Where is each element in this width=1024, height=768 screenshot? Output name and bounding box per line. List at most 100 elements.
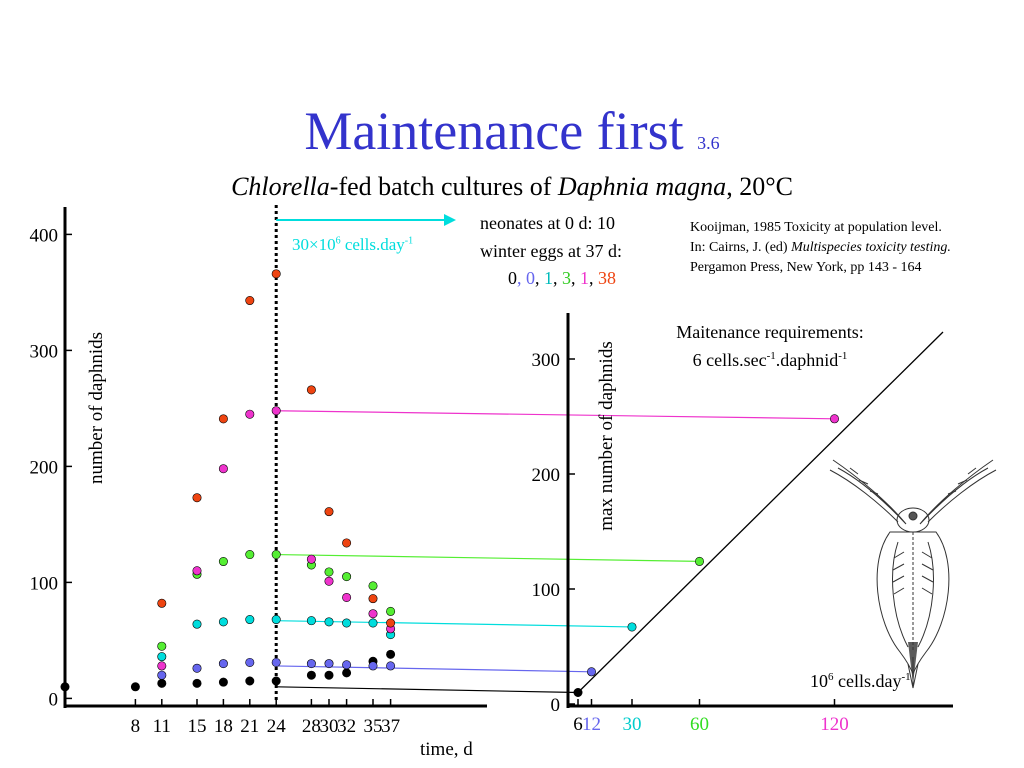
data-point	[245, 409, 255, 419]
data-point	[342, 572, 352, 582]
data-point	[271, 406, 281, 416]
data-point	[271, 615, 281, 625]
data-point	[342, 618, 352, 628]
section-number: 3.6	[697, 133, 720, 153]
data-point	[271, 676, 281, 686]
data-point	[192, 619, 202, 629]
data-point	[368, 609, 378, 619]
data-point	[342, 660, 352, 670]
x-tick-label: 32	[337, 716, 356, 737]
data-point	[192, 493, 202, 503]
data-point	[324, 617, 334, 627]
neonates-label: neonates at 0 d: 10	[480, 213, 615, 233]
data-point	[192, 663, 202, 673]
data-point	[271, 550, 281, 560]
winter-eggs-value: 38	[598, 268, 616, 288]
connector-line	[276, 553, 700, 562]
data-point	[342, 592, 352, 602]
x-tick-label: 60	[690, 714, 709, 735]
data-point	[324, 567, 334, 577]
y-tick-label: 0	[551, 695, 561, 716]
data-point	[306, 616, 316, 626]
y-tick-label: 300	[532, 350, 561, 371]
data-point	[342, 668, 352, 678]
data-point	[368, 618, 378, 628]
data-point	[192, 566, 202, 576]
data-point	[342, 538, 352, 548]
data-point	[829, 414, 839, 424]
right-chart: 0 100 200 300 6 12 30 60 120 max number of daphni…	[532, 313, 953, 735]
connector-line	[276, 686, 579, 694]
data-point	[192, 678, 202, 688]
connector-line	[276, 620, 633, 628]
reference-line: Kooijman, 1985 Toxicity at population le…	[690, 220, 942, 235]
data-point	[157, 678, 167, 688]
x-tick-label: 15	[188, 716, 207, 737]
x-tick-label: 18	[214, 716, 233, 737]
connector-line	[276, 410, 835, 420]
reference-line: In: Cairns, J. (ed) Multispecies toxicit…	[690, 240, 951, 255]
data-point	[245, 550, 255, 560]
x-tick-label: 35	[364, 716, 383, 737]
winter-eggs-value: 0	[526, 268, 535, 288]
data-point	[157, 598, 167, 608]
x-tick-label: 12	[582, 714, 601, 735]
y-tick-label: 200	[30, 457, 59, 478]
x-tick-label: 8	[131, 716, 141, 737]
winter-eggs-values: 0, 0, 1, 3, 1, 38	[508, 268, 616, 288]
x-tick-label: 28	[302, 716, 321, 737]
data-point	[218, 557, 228, 567]
x-tick-label: 30	[320, 716, 339, 737]
winter-eggs-value: 1	[544, 268, 553, 288]
data-point	[218, 677, 228, 687]
data-point	[157, 652, 167, 662]
data-point	[324, 670, 334, 680]
data-point	[60, 682, 70, 692]
y-tick-label: 400	[30, 225, 59, 246]
y-tick-label: 100	[532, 580, 561, 601]
x-axis-label: time, d	[420, 739, 473, 760]
data-point	[245, 615, 255, 625]
data-point	[368, 581, 378, 591]
data-point	[271, 657, 281, 667]
data-point	[245, 296, 255, 306]
fit-line	[577, 331, 944, 693]
y-tick-label: 300	[30, 341, 59, 362]
maintenance-requirements: Maitenance requirements: 6 cells.sec-1.d…	[676, 322, 864, 370]
right-x-unit: 106 cells.day-1	[810, 671, 911, 691]
data-point	[218, 617, 228, 627]
data-point	[627, 622, 637, 632]
daphnia-illustration	[829, 459, 997, 689]
winter-eggs-value: 3	[562, 268, 571, 288]
x-tick-label: 30	[623, 714, 642, 735]
data-point	[386, 618, 396, 628]
winter-eggs-value: 1	[580, 268, 589, 288]
data-point	[324, 507, 334, 517]
data-point	[306, 554, 316, 564]
data-point	[218, 659, 228, 669]
data-point	[386, 649, 396, 659]
x-tick-label: 24	[267, 716, 287, 737]
data-point	[245, 676, 255, 686]
y-tick-label: 0	[49, 689, 59, 710]
y-tick-label: 200	[532, 465, 561, 486]
data-point	[306, 670, 316, 680]
data-point	[157, 661, 167, 671]
data-point	[573, 687, 583, 697]
data-point	[157, 641, 167, 651]
data-point	[271, 269, 281, 279]
x-tick-label: 37	[381, 716, 400, 737]
data-point	[130, 682, 140, 692]
y-axis-label: number of daphnids	[86, 332, 107, 484]
y-axis-label: max number of daphnids	[596, 341, 617, 530]
data-point	[368, 661, 378, 671]
connector-line	[276, 665, 592, 673]
data-point	[306, 385, 316, 395]
feed-change-label: 30×106 cells.day-1	[292, 235, 414, 254]
data-point	[245, 657, 255, 667]
x-tick-label: 11	[153, 716, 171, 737]
x-tick-label: 120	[820, 714, 849, 735]
data-point	[324, 659, 334, 669]
winter-eggs-value: 0	[508, 268, 517, 288]
